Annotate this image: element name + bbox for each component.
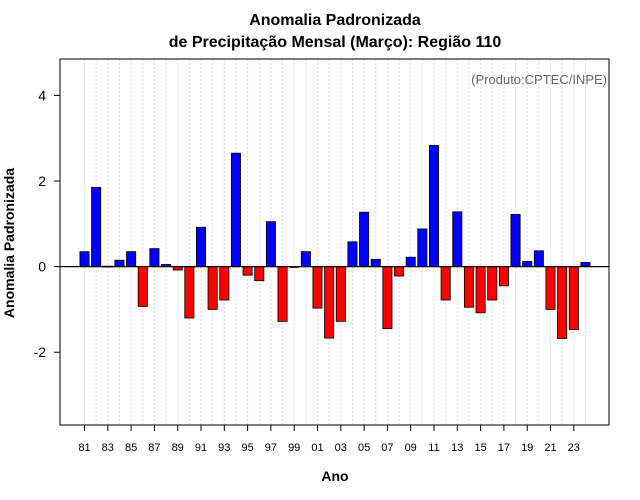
bar-97	[265, 221, 276, 268]
grid-lines	[84, 59, 586, 425]
x-tick-label: 85	[125, 442, 137, 454]
bar-02	[324, 266, 335, 339]
bar-10	[417, 228, 428, 268]
x-tick-label: 87	[148, 442, 160, 454]
y-tick-label: -2	[34, 344, 47, 360]
bars	[79, 145, 591, 339]
y-axis: -2 0 2 4	[34, 87, 60, 360]
x-tick-label: 97	[265, 442, 277, 454]
annotation-source: (Produto:CPTEC/INPE)	[471, 72, 607, 87]
plot-area-frame	[59, 58, 610, 426]
bar-90	[184, 266, 195, 319]
bar-92	[207, 266, 218, 310]
bar-19	[522, 261, 533, 268]
x-tick-label: 21	[544, 442, 556, 454]
bar-95	[242, 266, 253, 276]
bar-14	[463, 266, 474, 308]
x-tick-label: 01	[311, 442, 323, 454]
x-tick-label: 19	[521, 442, 533, 454]
bar-91	[195, 226, 206, 268]
bar-03	[335, 266, 346, 322]
bar-17	[498, 266, 509, 287]
bar-06	[370, 258, 381, 268]
bar-18	[510, 213, 521, 268]
x-tick-label: 15	[474, 442, 486, 454]
y-axis-title: Anomalia Padronizada	[1, 168, 17, 318]
x-tick-label: 11	[428, 442, 439, 454]
y-tick-label: 4	[38, 87, 46, 103]
x-tick-label: 91	[195, 442, 207, 454]
bar-04	[347, 241, 358, 268]
x-tick-label: 23	[568, 442, 580, 454]
bar-16	[487, 266, 498, 301]
x-axis: 81 83 85 87 89 91 93 95 97 99 01 03 05 07 09 11 13 15 17 19…	[78, 425, 580, 454]
x-tick-label: 89	[172, 442, 184, 454]
bar-01	[312, 266, 323, 309]
x-tick-label: 03	[335, 442, 347, 454]
bar-24	[580, 261, 591, 268]
x-tick-label: 05	[358, 442, 370, 454]
bar-12	[440, 266, 451, 301]
bar-20	[533, 250, 544, 268]
x-tick-label: 09	[405, 442, 417, 454]
y-tick-label: 0	[38, 259, 46, 275]
bar-09	[405, 256, 416, 268]
chart-title-line2: de Precipitação Mensal (Março): Região 1…	[169, 34, 502, 51]
x-tick-label: 93	[218, 442, 230, 454]
chart-title-line1: Anomalia Padronizada	[249, 12, 421, 29]
bar-86	[137, 266, 148, 307]
bar-08	[394, 266, 405, 277]
bar-15	[475, 266, 486, 314]
x-axis-title: Ano	[321, 468, 348, 484]
x-tick-label: 95	[241, 442, 253, 454]
bar-84	[114, 259, 125, 268]
bar-00	[300, 251, 311, 268]
bar-96	[254, 266, 265, 282]
bar-93	[219, 266, 230, 301]
bar-11	[428, 145, 439, 268]
x-tick-label: 13	[451, 442, 463, 454]
bar-23	[568, 266, 579, 330]
bar-94	[230, 152, 241, 268]
bar-87	[149, 248, 160, 268]
bar-07	[382, 266, 393, 330]
bar-21	[545, 266, 556, 310]
y-tick-label: 2	[38, 173, 46, 189]
bar-98	[277, 266, 288, 322]
bar-85	[126, 251, 137, 268]
bar-81	[79, 251, 90, 268]
x-tick-label: 99	[288, 442, 300, 454]
x-tick-label: 81	[78, 442, 90, 454]
x-tick-label: 07	[381, 442, 393, 454]
bar-13	[452, 211, 463, 268]
bar-82	[91, 187, 102, 268]
bar-22	[557, 266, 568, 339]
bar-05	[359, 211, 370, 268]
x-tick-label: 83	[102, 442, 114, 454]
x-tick-label: 17	[498, 442, 510, 454]
